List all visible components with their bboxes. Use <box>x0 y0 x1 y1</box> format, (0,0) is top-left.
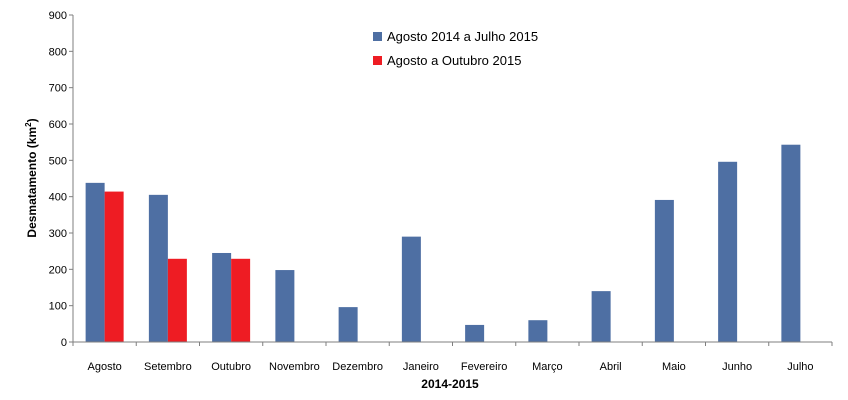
x-category-label: Maio <box>662 361 686 373</box>
x-category-label: Março <box>532 361 563 373</box>
bar-series1 <box>528 320 548 342</box>
bar-series1 <box>338 307 358 342</box>
y-axis-title: Desmatamento (km2) <box>24 118 39 237</box>
bar-series1 <box>148 194 168 342</box>
legend-label: Agosto a Outubro 2015 <box>387 53 521 68</box>
x-category-label: Outubro <box>211 361 251 373</box>
y-tick-label: 900 <box>49 10 67 22</box>
x-category-label: Novembro <box>269 361 320 373</box>
y-tick-label: 700 <box>49 83 67 95</box>
y-axis-title-superscript: 2 <box>24 122 33 127</box>
x-category-label: Abril <box>600 361 622 373</box>
x-axis-categories: Agosto Setembro Outubro Novembro Dezembro Jan… <box>72 342 833 373</box>
bar-series2 <box>231 258 251 342</box>
legend-swatch <box>373 32 382 41</box>
bar-series1 <box>591 291 611 342</box>
y-axis-title-close: ) <box>25 118 39 122</box>
bar-series1 <box>718 161 738 342</box>
y-axis-title-main: Desmatamento (km <box>25 127 39 238</box>
y-tick-label: 300 <box>49 228 67 240</box>
y-tick-label: 0 <box>61 337 67 349</box>
bar-series1 <box>85 182 105 342</box>
legend: Agosto 2014 a Julho 2015 Agosto a Outubro… <box>373 29 538 68</box>
bar-series1 <box>401 236 421 342</box>
y-tick-label: 800 <box>49 46 67 58</box>
x-axis-title: 2014-2015 <box>421 377 479 391</box>
y-axis-ticks: 0 100 200 300 400 500 600 700 800 900 <box>49 10 73 349</box>
x-category-label: Fevereiro <box>461 361 507 373</box>
bar-series1 <box>465 324 485 342</box>
x-category-label: Junho <box>722 361 752 373</box>
x-category-label: Setembro <box>144 361 192 373</box>
bar-series1 <box>275 270 295 342</box>
bar-series1 <box>212 252 232 342</box>
bars <box>85 144 801 342</box>
bar-series1 <box>781 144 801 342</box>
y-tick-label: 200 <box>49 264 67 276</box>
y-tick-label: 500 <box>49 155 67 167</box>
legend-swatch <box>373 56 382 65</box>
y-tick-label: 100 <box>49 301 67 313</box>
x-category-label: Janeiro <box>403 361 439 373</box>
bar-series1 <box>654 199 674 342</box>
x-category-label: Julho <box>787 361 813 373</box>
x-category-label: Dezembro <box>332 361 383 373</box>
bar-series2 <box>104 191 124 342</box>
legend-label: Agosto 2014 a Julho 2015 <box>387 29 538 44</box>
y-tick-label: 400 <box>49 192 67 204</box>
bar-series2 <box>167 258 187 342</box>
y-tick-label: 600 <box>49 119 67 131</box>
x-category-label: Agosto <box>88 361 122 373</box>
